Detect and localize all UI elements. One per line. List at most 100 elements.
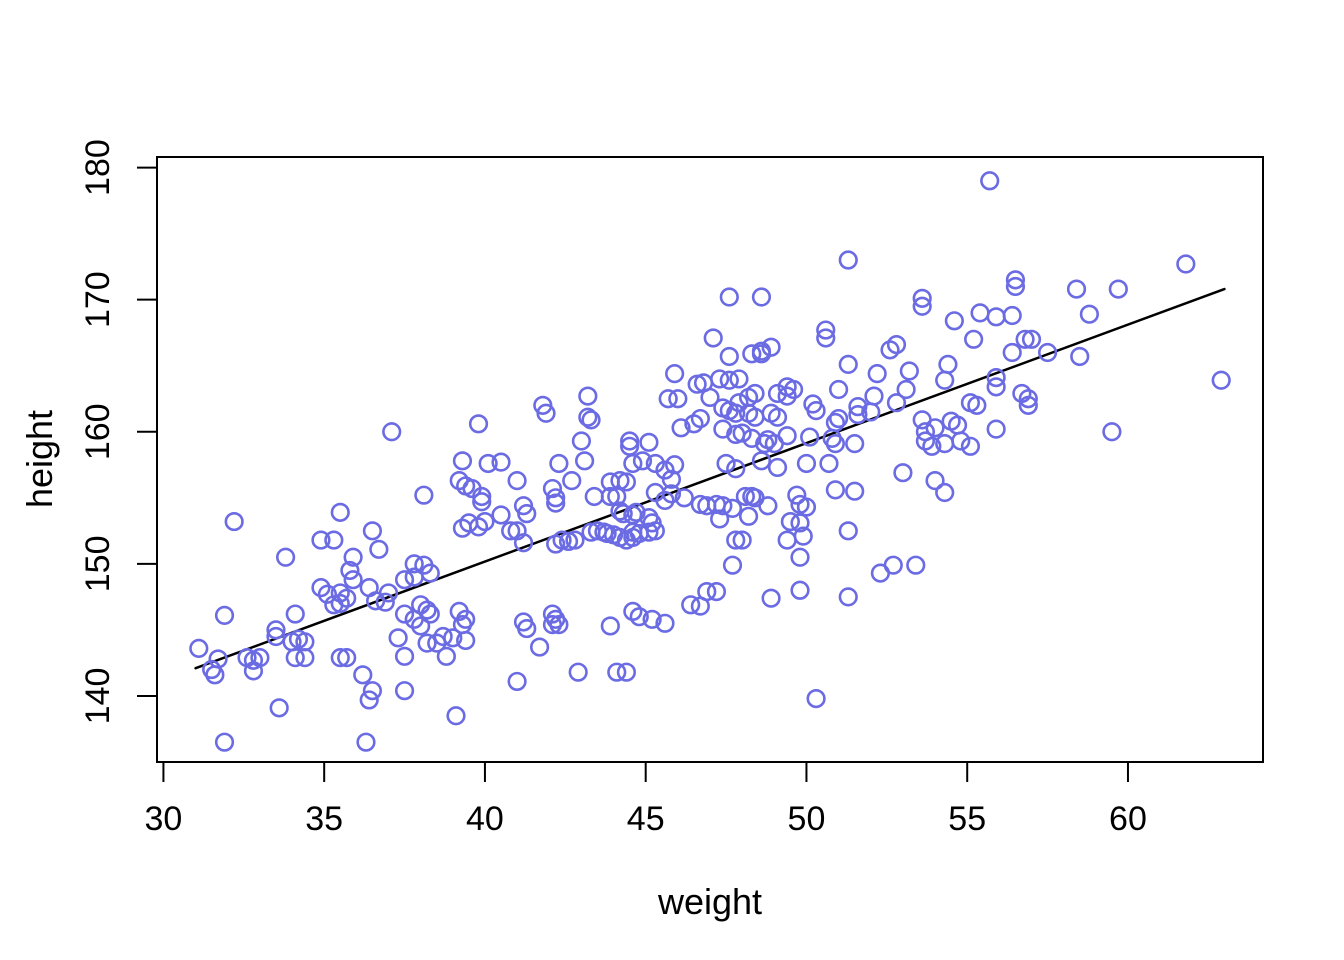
- data-point: [295, 648, 315, 668]
- data-point: [655, 490, 675, 511]
- data-point: [906, 555, 926, 575]
- data-point: [848, 397, 868, 417]
- data-point: [404, 554, 424, 574]
- data-point: [703, 328, 723, 348]
- x-tick-label: 30: [145, 800, 183, 838]
- data-point: [517, 618, 537, 639]
- data-point: [382, 422, 402, 442]
- data-point: [507, 671, 527, 692]
- data-point: [935, 482, 955, 503]
- data-point: [751, 451, 772, 471]
- data-point: [726, 459, 746, 479]
- data-point: [777, 386, 797, 406]
- data-point: [681, 595, 701, 615]
- data-point: [214, 605, 235, 625]
- data-point: [417, 600, 437, 620]
- data-point: [568, 662, 588, 682]
- data-point: [362, 521, 383, 541]
- data-point: [452, 518, 473, 538]
- data-point: [353, 665, 373, 685]
- data-point: [623, 453, 643, 474]
- data-point: [758, 496, 778, 516]
- data-point: [491, 452, 511, 472]
- data-point: [1079, 304, 1099, 324]
- data-point: [800, 427, 820, 447]
- data-point: [436, 646, 456, 666]
- data-point: [1102, 422, 1122, 442]
- data-point: [1021, 329, 1042, 349]
- data-point: [266, 620, 286, 640]
- data-point: [330, 502, 350, 522]
- data-point: [838, 354, 858, 374]
- data-point: [1066, 279, 1087, 299]
- data-point: [816, 328, 836, 348]
- data-point: [838, 587, 858, 607]
- data-point: [324, 530, 344, 550]
- data-point: [845, 481, 865, 501]
- data-point: [838, 250, 858, 270]
- data-point: [1002, 305, 1022, 326]
- data-point: [478, 453, 498, 474]
- data-point: [571, 431, 591, 451]
- data-point: [922, 436, 942, 456]
- data-point: [713, 496, 733, 516]
- data-point: [205, 665, 225, 685]
- data-point: [738, 506, 759, 526]
- data-point: [896, 379, 916, 400]
- data-point: [394, 681, 415, 701]
- data-point: [719, 370, 739, 390]
- data-point: [343, 547, 363, 567]
- data-point: [722, 498, 743, 518]
- data-point: [507, 471, 527, 491]
- data-point: [767, 383, 788, 404]
- data-point: [819, 453, 839, 474]
- data-point: [790, 513, 810, 533]
- data-point: [394, 646, 415, 666]
- data-point: [796, 453, 817, 474]
- data-point: [745, 383, 765, 404]
- data-point: [414, 485, 434, 505]
- y-tick-label: 160: [79, 403, 117, 460]
- data-point: [697, 581, 717, 602]
- data-point: [1176, 254, 1196, 274]
- data-point: [581, 410, 601, 430]
- data-point: [250, 648, 270, 668]
- data-point: [388, 628, 408, 648]
- data-point: [285, 604, 305, 624]
- data-point: [710, 509, 730, 529]
- data-point: [970, 303, 990, 323]
- y-tick-label: 170: [79, 271, 117, 328]
- x-tick-label: 60: [1109, 800, 1147, 838]
- data-point: [337, 588, 357, 608]
- data-point: [661, 469, 682, 489]
- data-point: [632, 451, 653, 471]
- data-point: [719, 346, 739, 367]
- data-point: [816, 320, 836, 340]
- data-point: [529, 637, 550, 657]
- data-point: [938, 354, 958, 374]
- data-point: [713, 419, 733, 439]
- data-point: [375, 592, 395, 612]
- data-point: [665, 455, 685, 475]
- data-point: [1037, 342, 1058, 363]
- data-point: [1018, 389, 1038, 409]
- data-point: [549, 453, 569, 474]
- data-point: [362, 681, 383, 701]
- data-point: [491, 505, 511, 525]
- data-point: [616, 662, 637, 682]
- data-point: [787, 485, 807, 505]
- data-point: [767, 407, 788, 427]
- data-point: [925, 471, 945, 491]
- data-point: [600, 486, 620, 507]
- data-point: [629, 607, 649, 627]
- data-point: [542, 615, 563, 635]
- data-point: [845, 434, 865, 454]
- data-point: [986, 419, 1006, 439]
- data-point: [645, 453, 665, 474]
- data-point: [925, 418, 945, 438]
- data-point: [951, 431, 971, 451]
- data-point: [777, 530, 797, 550]
- data-point: [732, 530, 752, 550]
- data-point: [404, 609, 424, 629]
